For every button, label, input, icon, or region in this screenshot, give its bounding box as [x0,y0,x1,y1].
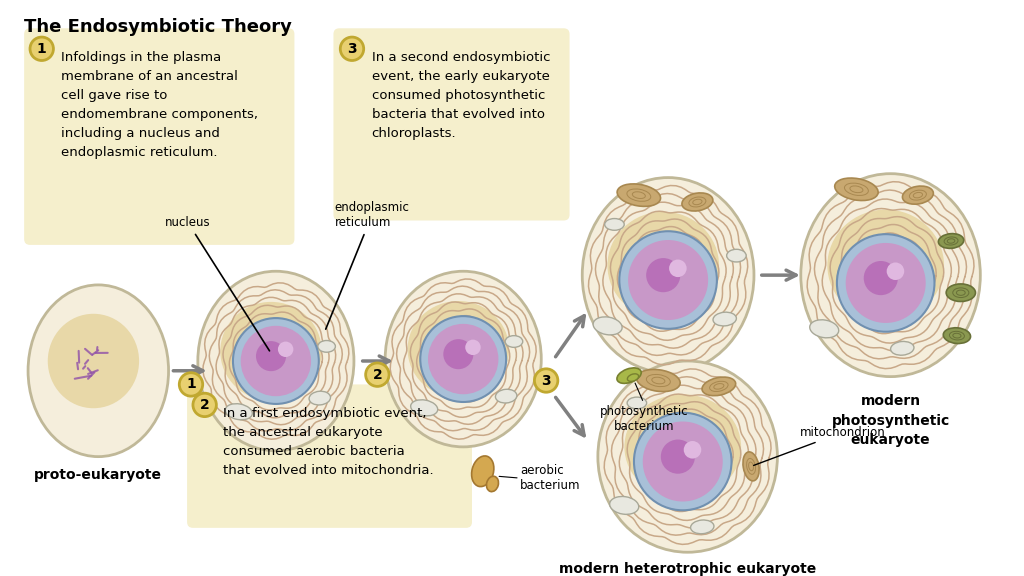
Circle shape [30,37,53,60]
Text: The Endosymbiotic Theory: The Endosymbiotic Theory [25,17,292,36]
FancyBboxPatch shape [334,28,569,221]
Circle shape [428,324,499,394]
Text: 3: 3 [542,373,551,388]
Text: 1: 1 [186,377,196,392]
Ellipse shape [472,456,494,487]
Ellipse shape [727,249,746,262]
Ellipse shape [609,497,639,514]
Ellipse shape [637,369,680,392]
Ellipse shape [627,397,646,409]
Ellipse shape [28,285,169,457]
Circle shape [465,340,480,355]
Circle shape [193,393,216,416]
Ellipse shape [198,271,354,451]
Text: aerobic
bacterium: aerobic bacterium [520,464,581,492]
Ellipse shape [743,452,759,481]
Ellipse shape [617,184,660,206]
Circle shape [232,318,318,404]
Ellipse shape [713,312,736,326]
Circle shape [340,37,364,60]
Circle shape [684,441,701,458]
FancyBboxPatch shape [187,384,472,528]
Ellipse shape [827,210,944,321]
FancyBboxPatch shape [25,28,295,245]
Circle shape [241,326,311,396]
Ellipse shape [902,186,933,204]
Text: 2: 2 [200,398,210,412]
Circle shape [179,373,203,396]
Circle shape [366,363,389,386]
Circle shape [646,258,680,292]
Text: In a first endosymbiotic event,
the ancestral eukaryote
consumed aerobic bacteri: In a first endosymbiotic event, the ance… [223,407,434,477]
Ellipse shape [607,212,719,319]
Circle shape [443,339,473,369]
Ellipse shape [801,174,980,377]
Circle shape [256,341,286,371]
Ellipse shape [810,320,839,338]
Circle shape [278,342,293,357]
Ellipse shape [583,177,754,373]
Circle shape [634,413,731,510]
Circle shape [669,260,687,277]
Ellipse shape [598,361,777,552]
Ellipse shape [943,328,971,343]
Circle shape [863,261,898,295]
Ellipse shape [593,317,623,335]
Ellipse shape [225,404,252,420]
Ellipse shape [505,336,522,347]
Ellipse shape [385,271,542,447]
Ellipse shape [486,476,499,492]
Text: In a second endosymbiotic
event, the early eukaryote
consumed photosynthetic
bac: In a second endosymbiotic event, the ear… [372,51,550,140]
Text: photosynthetic
bacterium: photosynthetic bacterium [599,405,688,433]
Text: endoplasmic
reticulum: endoplasmic reticulum [326,201,410,329]
Circle shape [628,240,709,320]
Ellipse shape [605,218,625,230]
Ellipse shape [48,314,139,408]
Text: nucleus: nucleus [165,217,269,351]
Text: modern heterotrophic eukaryote: modern heterotrophic eukaryote [559,562,816,576]
Ellipse shape [938,234,964,248]
Ellipse shape [628,374,639,381]
Ellipse shape [625,395,741,499]
Text: 1: 1 [37,42,46,56]
Ellipse shape [408,301,509,397]
Text: modern
photosynthetic
eukaryote: modern photosynthetic eukaryote [831,394,949,447]
Ellipse shape [317,340,336,353]
Ellipse shape [616,368,641,384]
Circle shape [643,422,723,502]
Text: Infoldings in the plasma
membrane of an ancestral
cell gave rise to
endomembrane: Infoldings in the plasma membrane of an … [61,51,258,159]
Circle shape [846,243,926,323]
Ellipse shape [835,178,879,200]
Circle shape [420,316,506,402]
Ellipse shape [891,342,914,355]
Circle shape [535,369,558,392]
Circle shape [620,231,717,329]
Circle shape [837,234,935,332]
Ellipse shape [309,391,331,405]
Circle shape [887,263,904,280]
Circle shape [660,439,695,473]
Ellipse shape [682,193,713,211]
Ellipse shape [220,302,322,401]
Ellipse shape [496,389,517,403]
Ellipse shape [690,520,714,534]
Text: 2: 2 [373,367,382,382]
Text: 3: 3 [347,42,356,56]
Ellipse shape [702,377,735,396]
Ellipse shape [946,284,976,301]
Ellipse shape [411,400,437,416]
Text: proto-eukaryote: proto-eukaryote [35,468,163,482]
Text: mitochondrion: mitochondrion [754,426,886,465]
